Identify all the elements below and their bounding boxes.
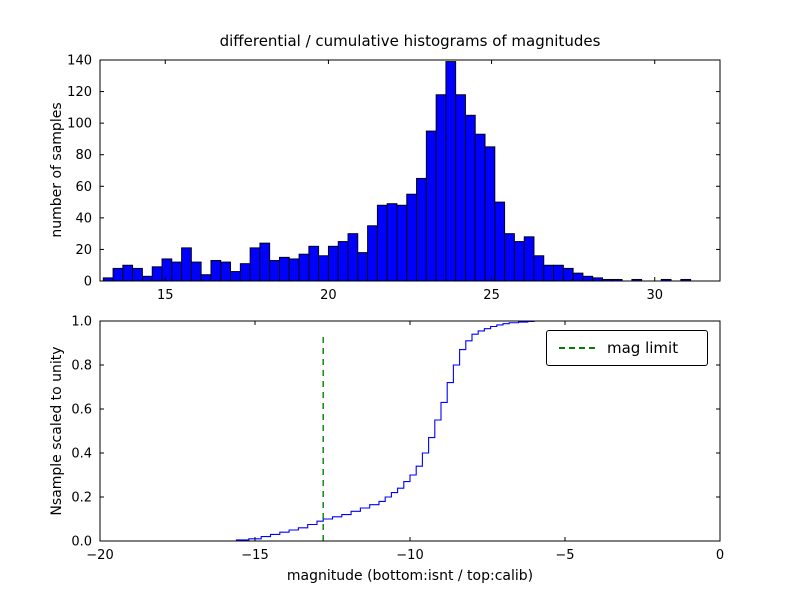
svg-text:20: 20 [75, 243, 92, 258]
svg-text:0.4: 0.4 [71, 447, 92, 462]
svg-text:−15: −15 [241, 548, 268, 563]
top-y-axis-label: number of samples [49, 102, 65, 238]
svg-text:40: 40 [75, 211, 92, 226]
x-axis-label: magnitude (bottom:isnt / top:calib) [286, 568, 534, 584]
chart-title: differential / cumulative histograms of … [219, 32, 601, 50]
svg-text:0.0: 0.0 [71, 535, 92, 550]
svg-text:140: 140 [67, 54, 92, 69]
svg-text:25: 25 [483, 288, 500, 303]
svg-text:−20: −20 [86, 548, 113, 563]
svg-text:15: 15 [157, 288, 174, 303]
legend-label: mag limit [607, 339, 679, 357]
svg-text:100: 100 [67, 117, 92, 132]
svg-text:60: 60 [75, 180, 92, 195]
legend-box: mag limit [546, 330, 708, 366]
legend-dashed-line-swatch [559, 347, 595, 349]
svg-text:120: 120 [67, 85, 92, 100]
svg-text:80: 80 [75, 148, 92, 163]
svg-text:0.6: 0.6 [71, 403, 92, 418]
svg-text:30: 30 [646, 288, 663, 303]
svg-text:0.2: 0.2 [71, 491, 92, 506]
svg-text:−5: −5 [555, 548, 574, 563]
svg-text:0: 0 [84, 275, 92, 290]
svg-text:1.0: 1.0 [71, 315, 92, 330]
bottom-y-axis-label: Nsample scaled to unity [49, 346, 65, 516]
svg-text:0.8: 0.8 [71, 359, 92, 374]
svg-text:0: 0 [716, 548, 724, 563]
svg-text:20: 20 [320, 288, 337, 303]
svg-text:−10: −10 [396, 548, 423, 563]
